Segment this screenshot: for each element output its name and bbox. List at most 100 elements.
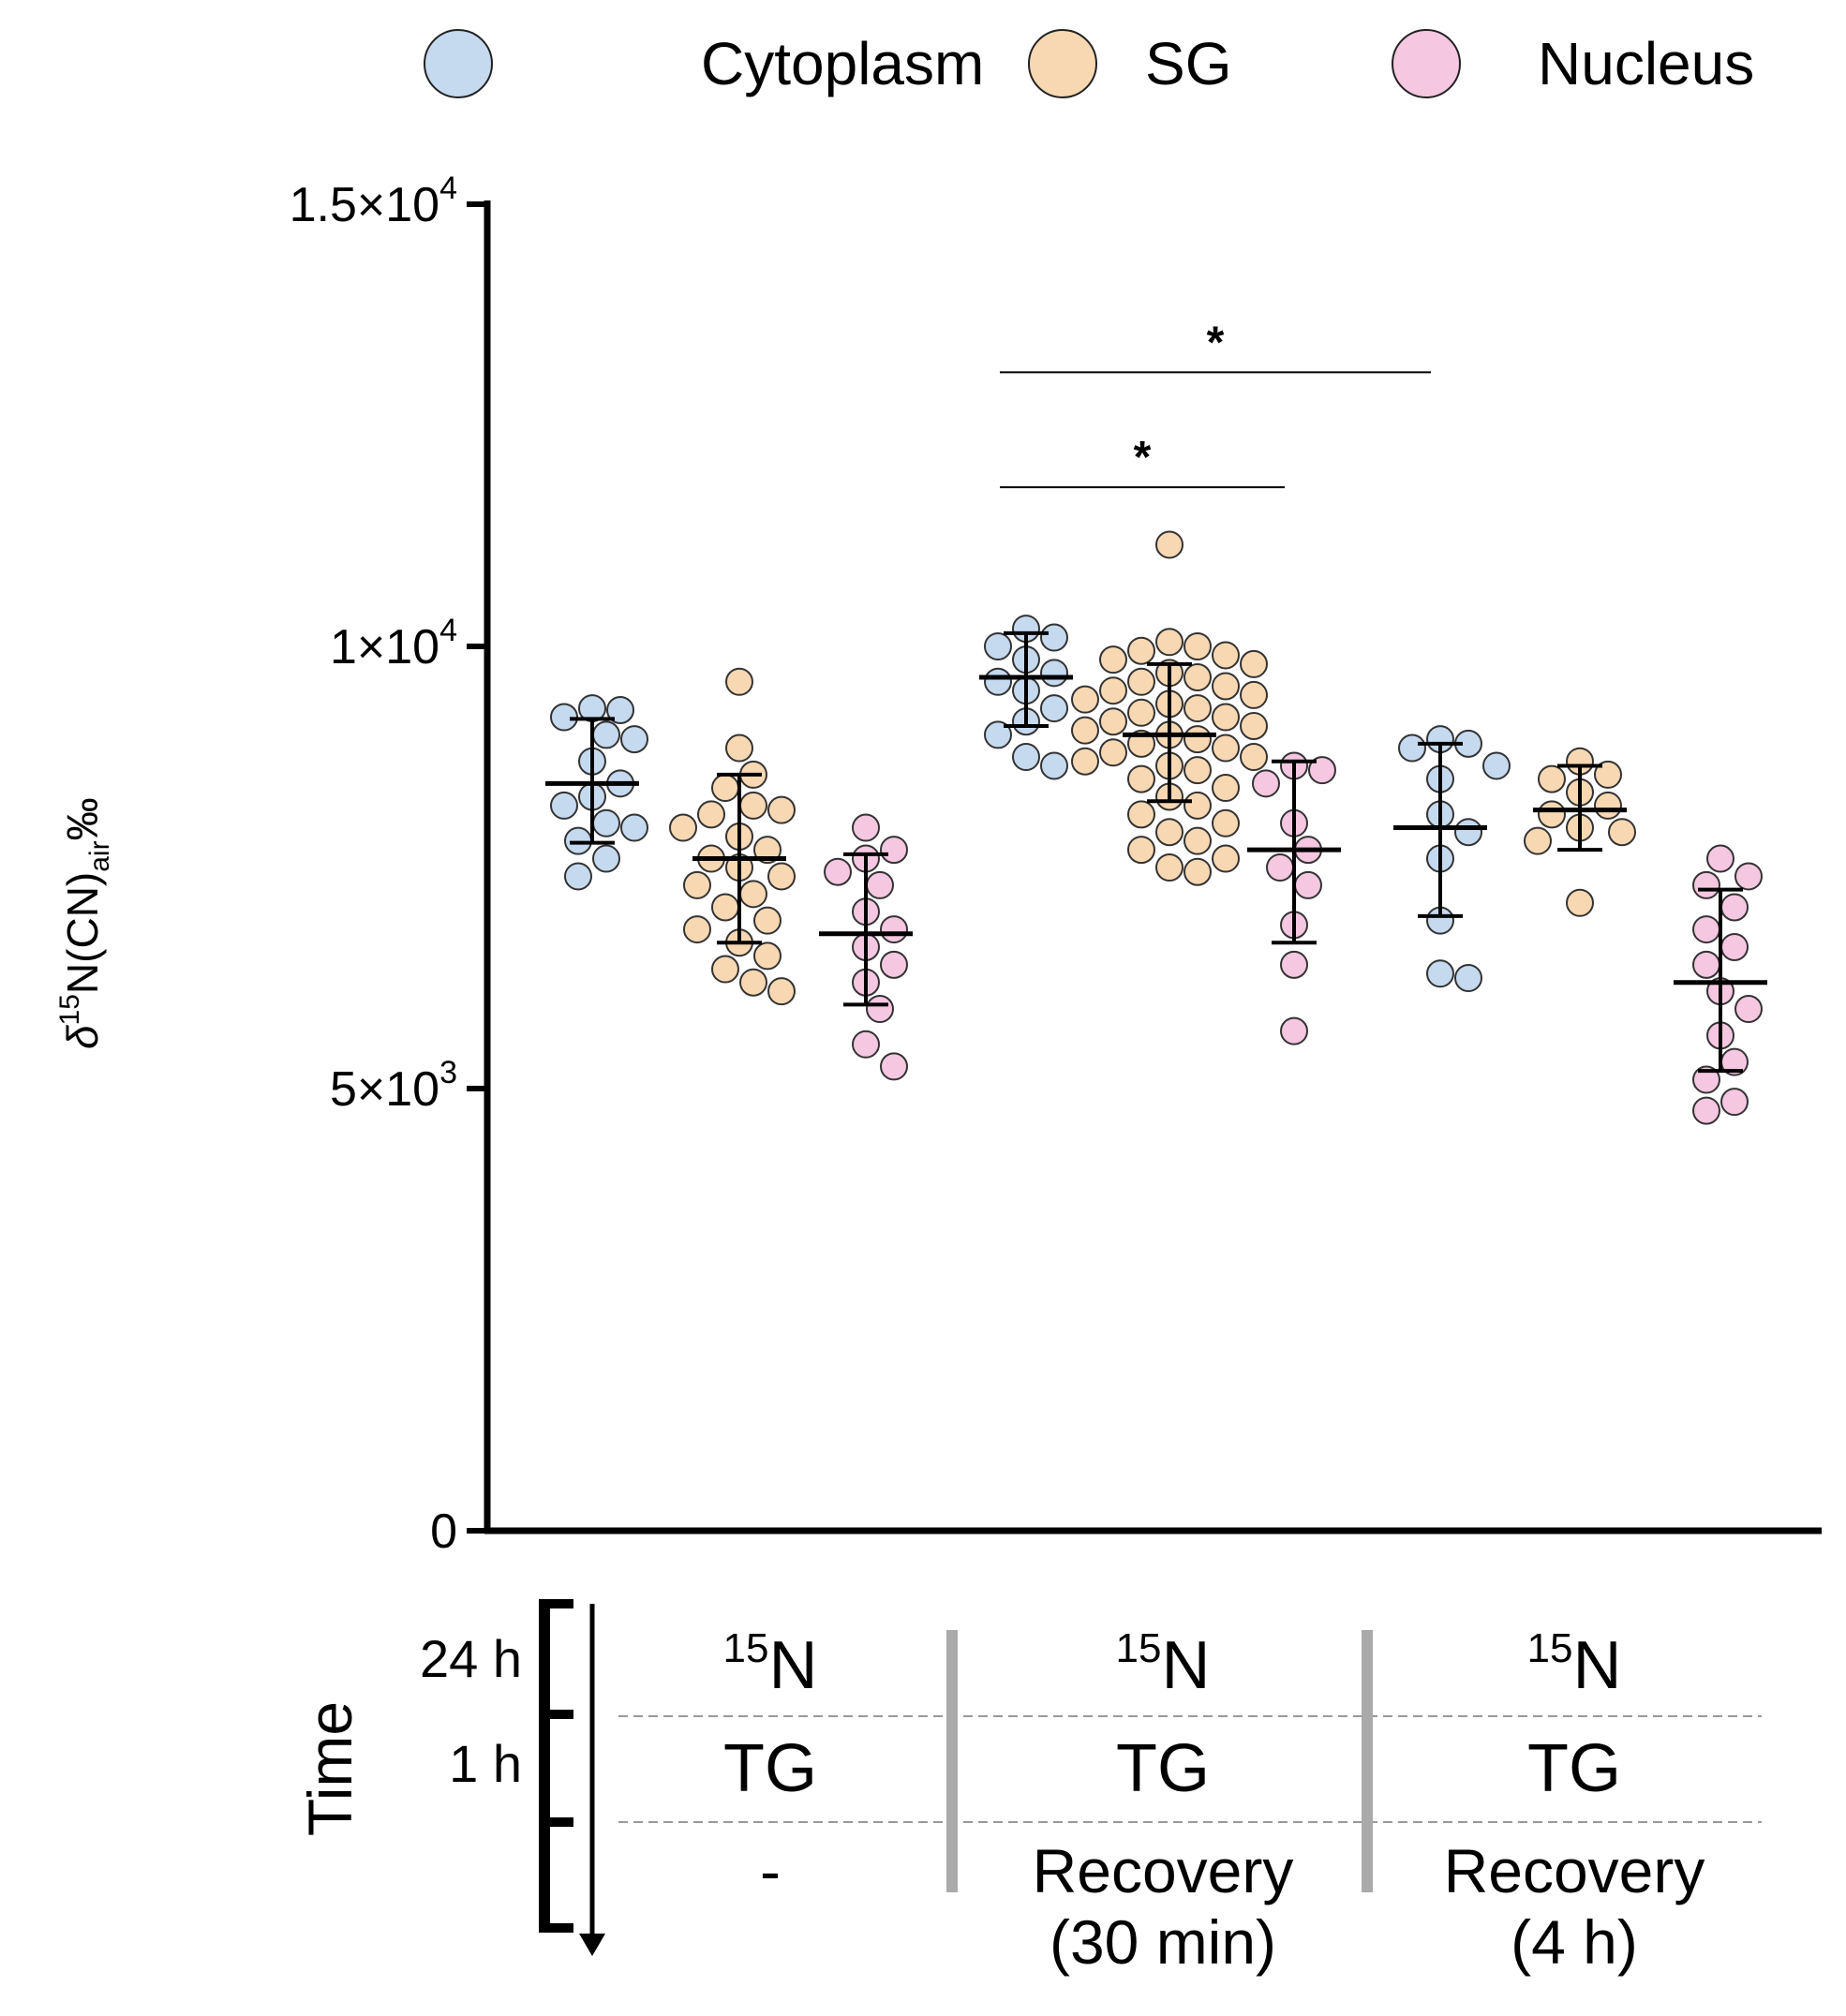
- data-point: [1155, 530, 1184, 559]
- data-point: [880, 836, 908, 865]
- y-tick-label: 5×103: [330, 1055, 457, 1117]
- data-point: [1734, 995, 1763, 1024]
- data-point: [1212, 808, 1240, 838]
- data-point: [711, 893, 739, 922]
- data-point: [592, 720, 620, 749]
- condition-recovery: Recovery: [1033, 1836, 1294, 1905]
- data-point: [550, 791, 578, 820]
- data-point: [620, 813, 648, 842]
- data-point: [1212, 703, 1240, 732]
- data-point: [984, 720, 1012, 749]
- legend-marker-cytoplasm: [424, 29, 493, 98]
- data-point: [1212, 641, 1240, 670]
- data-point: [1184, 826, 1212, 855]
- data-point: [1692, 1096, 1720, 1125]
- condition-recovery: (4 h): [1511, 1907, 1638, 1977]
- data-point: [620, 725, 648, 754]
- data-point: [880, 1052, 908, 1081]
- y-tick-label: 1×104: [330, 613, 457, 674]
- data-point: [1099, 707, 1127, 736]
- data-point: [1071, 747, 1099, 776]
- data-point: [984, 632, 1012, 660]
- data-point: [1482, 751, 1511, 780]
- y-tick-label: 1.5×104: [290, 170, 457, 232]
- condition-isotope: 15N: [1116, 1625, 1211, 1703]
- data-point: [1155, 853, 1184, 882]
- data-point: [824, 857, 852, 886]
- data-point: [866, 995, 894, 1024]
- data-point: [725, 734, 753, 763]
- data-point: [739, 880, 767, 909]
- data-point: [1155, 628, 1184, 657]
- legend: Cytoplasm SG Nucleus: [424, 29, 1754, 98]
- data-point: [683, 915, 711, 944]
- data-point: [1071, 716, 1099, 745]
- data-point: [669, 813, 697, 842]
- data-point: [852, 1030, 880, 1059]
- data-point: [1454, 818, 1482, 847]
- data-point: [1426, 959, 1454, 988]
- data-point: [725, 667, 753, 696]
- data-point: [592, 808, 620, 838]
- condition-recovery: Recovery: [1444, 1836, 1705, 1905]
- legend-label-sg: SG: [1145, 30, 1231, 97]
- data-point: [1040, 751, 1068, 780]
- data-point: [1594, 791, 1622, 820]
- data-point: [866, 870, 894, 899]
- data-point: [1692, 950, 1720, 979]
- data-point: [984, 667, 1012, 696]
- data-point: [1538, 764, 1566, 793]
- data-point: [1127, 698, 1155, 727]
- data-point: [1538, 800, 1566, 829]
- data-point: [1127, 836, 1155, 865]
- data-point: [1280, 950, 1308, 979]
- data-point: [1099, 676, 1127, 705]
- data-point: [1524, 826, 1552, 855]
- data-point: [1071, 685, 1099, 714]
- data-point: [1184, 632, 1212, 660]
- data-point: [1240, 649, 1268, 678]
- data-point: [1720, 1088, 1749, 1117]
- data-point: [1706, 844, 1734, 873]
- data-point: [1127, 636, 1155, 665]
- data-point: [1398, 734, 1426, 763]
- data-point: [1184, 694, 1212, 723]
- data-point: [1212, 734, 1240, 763]
- data-point: [1099, 738, 1127, 767]
- data-point: [1012, 743, 1040, 771]
- y-tick-label: 0: [430, 1505, 457, 1559]
- data-point: [1212, 672, 1240, 701]
- data-point: [1280, 1016, 1308, 1045]
- legend-label-cytoplasm: Cytoplasm: [701, 30, 984, 97]
- data-point: [1734, 862, 1763, 891]
- data-point: [1252, 769, 1280, 798]
- significance-star: *: [1134, 433, 1152, 482]
- data-point: [767, 862, 796, 891]
- data-point: [1454, 964, 1482, 992]
- significance-star: *: [1207, 318, 1225, 367]
- data-point: [1266, 853, 1294, 882]
- data-point: [739, 968, 767, 997]
- data-point: [1184, 756, 1212, 785]
- data-point: [1692, 870, 1720, 899]
- data-point: [1127, 764, 1155, 793]
- condition-recovery: -: [760, 1836, 781, 1905]
- data-point: [880, 915, 908, 944]
- data-point: [1608, 818, 1636, 847]
- condition-treatment: TG: [723, 1731, 817, 1806]
- data-point: [753, 941, 782, 971]
- data-point: [852, 813, 880, 842]
- data-point: [1040, 694, 1068, 723]
- y-axis: 0 5×103 1×104 1.5×104: [290, 170, 491, 1559]
- data-point: [1184, 791, 1212, 820]
- data-point: [1212, 774, 1240, 803]
- y-axis-title: δ15N(CN)air‰: [54, 797, 115, 1049]
- data-point: [711, 774, 739, 803]
- data-point: [697, 800, 725, 829]
- data-point: [564, 862, 592, 891]
- data-point: [1692, 915, 1720, 944]
- legend-label-nucleus: Nucleus: [1538, 30, 1754, 97]
- data-point: [1240, 743, 1268, 771]
- data-point: [1566, 888, 1594, 917]
